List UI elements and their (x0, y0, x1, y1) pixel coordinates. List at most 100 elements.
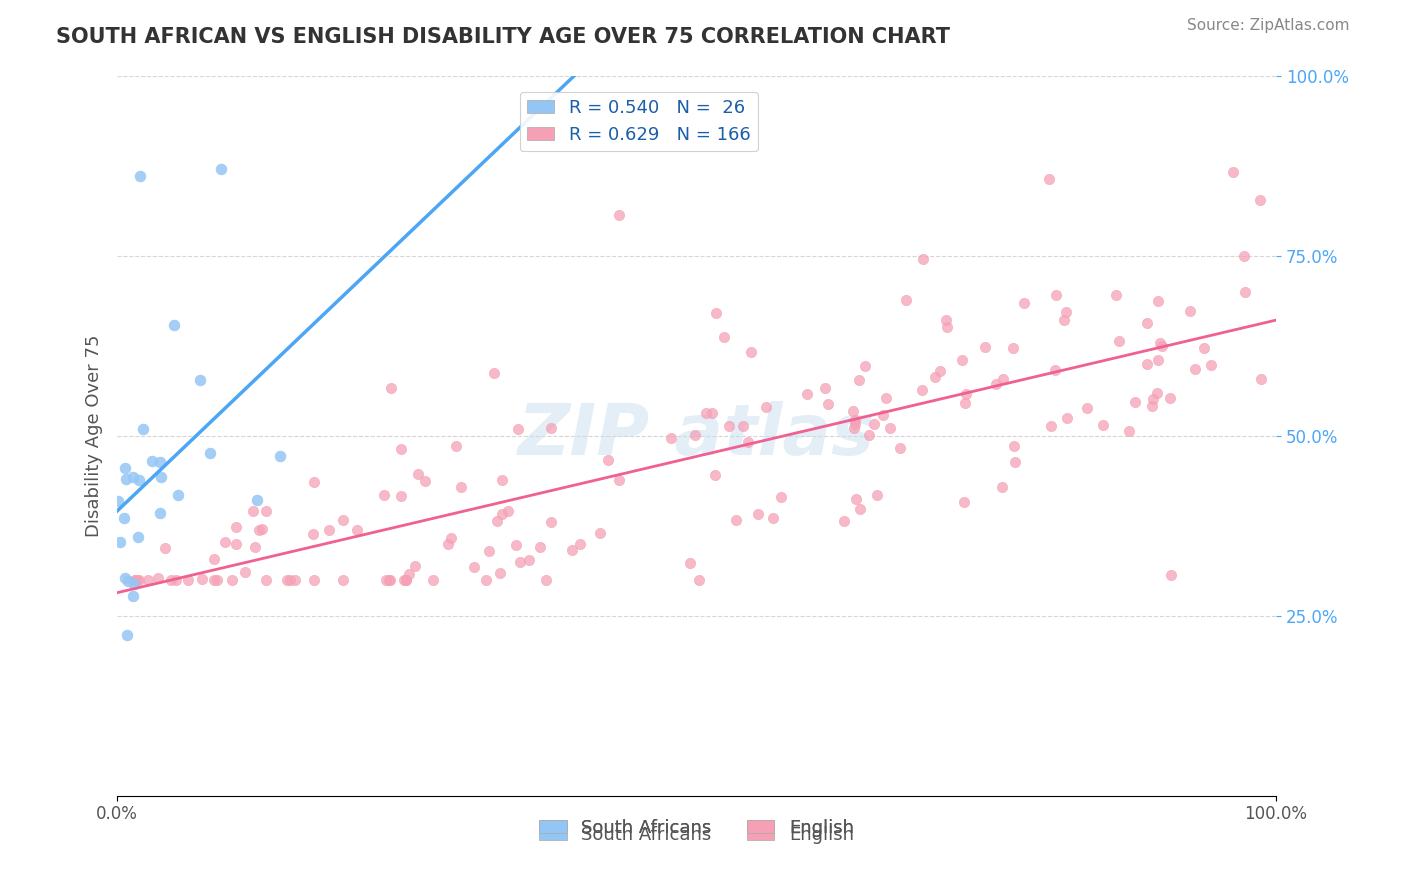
Point (280, 573, 302, 587)
Point (225, 537, 247, 551)
Point (254, 573, 277, 587)
Point (936, 320, 959, 334)
Point (233, 565, 256, 579)
Point (568, 537, 591, 551)
Point (540, 515, 562, 529)
Point (404, 558, 426, 573)
Point (200, 446, 222, 460)
Point (703, 467, 725, 482)
Point (1150, 339, 1173, 353)
Point (163, 318, 186, 333)
Point (506, 421, 529, 435)
Point (1125, 394, 1147, 409)
Point (725, 513, 748, 527)
Point (702, 406, 724, 420)
Point (463, 560, 485, 574)
Point (955, 386, 977, 401)
Point (122, 577, 145, 591)
Point (205, 573, 228, 587)
Point (875, 391, 897, 405)
Point (124, 573, 146, 587)
Point (165, 573, 187, 587)
Point (529, 540, 551, 554)
Point (302, 526, 325, 541)
Point (911, 252, 934, 266)
Point (482, 366, 505, 380)
Point (488, 566, 510, 580)
Point (114, 571, 136, 585)
Point (844, 417, 866, 431)
Point (202, 551, 225, 566)
Point (413, 475, 436, 489)
Point (950, 352, 973, 367)
Point (214, 535, 236, 549)
Point (755, 401, 778, 415)
Point (1004, 455, 1026, 469)
Point (1038, 172, 1060, 186)
Point (108, 535, 131, 549)
Point (146, 571, 169, 585)
Point (202, 573, 225, 587)
Point (276, 573, 298, 587)
Point (872, 408, 894, 422)
Point (127, 530, 149, 544)
Point (769, 491, 792, 505)
Legend: South Africans, English: South Africans, English (533, 812, 860, 845)
Point (122, 589, 145, 603)
Point (375, 573, 398, 587)
Point (318, 523, 340, 537)
Point (1053, 312, 1076, 326)
Point (302, 475, 325, 490)
Point (1092, 418, 1115, 433)
Point (540, 421, 562, 435)
Point (607, 208, 630, 222)
Point (762, 511, 785, 525)
Point (935, 313, 957, 327)
Point (607, 473, 630, 487)
Point (953, 396, 976, 410)
Point (813, 380, 835, 394)
Point (406, 467, 429, 481)
Point (1012, 296, 1035, 310)
Point (889, 441, 911, 455)
Point (332, 512, 354, 526)
Point (704, 305, 727, 319)
Point (302, 573, 325, 587)
Point (796, 387, 818, 401)
Point (659, 431, 682, 445)
Point (1135, 357, 1157, 371)
Point (740, 345, 762, 359)
Point (444, 439, 467, 453)
Point (128, 573, 150, 587)
Point (332, 573, 354, 587)
Point (1136, 316, 1159, 330)
Point (509, 556, 531, 570)
Text: Source: ZipAtlas.com: Source: ZipAtlas.com (1187, 18, 1350, 33)
Point (855, 359, 877, 373)
Point (153, 541, 176, 556)
Point (141, 454, 163, 468)
Point (1054, 305, 1077, 319)
Text: SOUTH AFRICAN VS ENGLISH DISABILITY AGE OVER 75 CORRELATION CHART: SOUTH AFRICAN VS ENGLISH DISABILITY AGE … (56, 27, 950, 46)
Point (910, 383, 932, 397)
Point (844, 413, 866, 427)
Point (188, 373, 211, 387)
Point (1142, 392, 1164, 407)
Point (498, 504, 520, 518)
Point (747, 507, 769, 521)
Point (1045, 288, 1067, 302)
Point (588, 526, 610, 541)
Point (250, 522, 273, 536)
Point (211, 162, 233, 177)
Point (1056, 410, 1078, 425)
Point (1146, 385, 1168, 400)
Point (844, 421, 866, 435)
Point (474, 573, 496, 587)
Point (832, 514, 855, 528)
Point (346, 523, 368, 537)
Point (391, 442, 413, 456)
Point (1233, 249, 1256, 263)
Point (848, 373, 870, 387)
Point (991, 371, 1014, 385)
Point (717, 418, 740, 433)
